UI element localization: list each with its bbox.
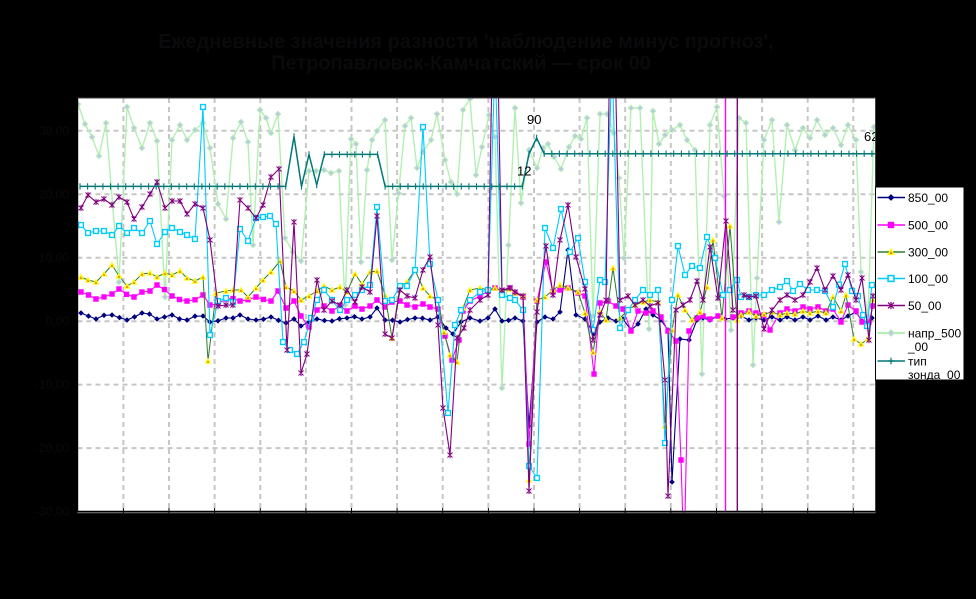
svg-text:зонда_00: зонда_00 <box>908 368 961 382</box>
svg-text:30,00: 30,00 <box>39 124 69 138</box>
svg-text:62: 62 <box>864 129 878 144</box>
svg-text:напр_500: напр_500 <box>908 327 961 341</box>
svg-text:12: 12 <box>517 164 531 179</box>
svg-text:300_00: 300_00 <box>908 246 948 260</box>
svg-text:50_00: 50_00 <box>908 299 942 313</box>
svg-text:-10,00: -10,00 <box>35 378 69 392</box>
svg-text:Петропавловск-Камчатский — сро: Петропавловск-Камчатский — срок 00 <box>271 53 651 75</box>
svg-text:500_00: 500_00 <box>908 219 948 233</box>
svg-text:90: 90 <box>527 112 541 127</box>
svg-text:20,00: 20,00 <box>39 187 69 201</box>
svg-text:-30,00: -30,00 <box>35 505 69 519</box>
svg-text:10,00: 10,00 <box>39 251 69 265</box>
svg-text:850_00: 850_00 <box>908 191 948 205</box>
svg-text:Ежедневные значения разности ': Ежедневные значения разности 'наблюдение… <box>158 31 774 53</box>
svg-text:_00: _00 <box>907 340 928 354</box>
svg-text:-20,00: -20,00 <box>35 441 69 455</box>
svg-text:0,00: 0,00 <box>46 314 70 328</box>
svg-text:тип: тип <box>908 355 927 369</box>
svg-text:100_00: 100_00 <box>908 272 948 286</box>
